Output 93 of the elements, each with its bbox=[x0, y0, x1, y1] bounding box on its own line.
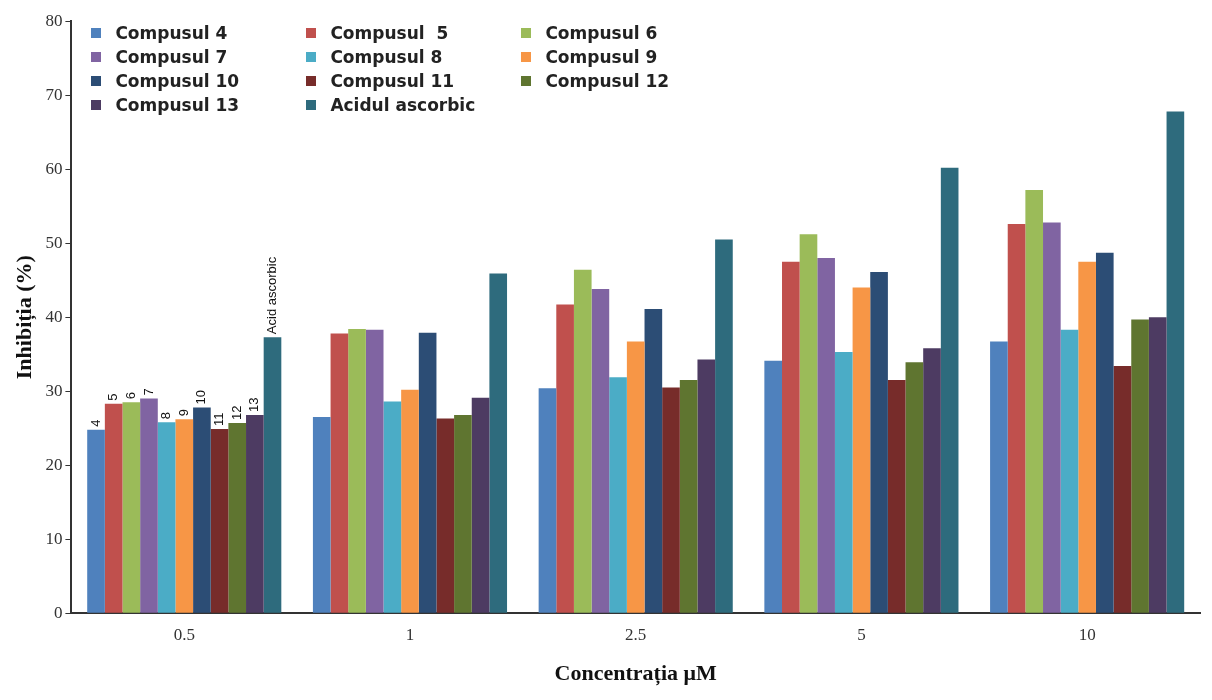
y-tick-label: 50 bbox=[45, 232, 63, 252]
bar bbox=[1095, 252, 1114, 613]
bar bbox=[87, 429, 105, 613]
bar bbox=[140, 398, 158, 613]
bar bbox=[1025, 189, 1044, 613]
bar bbox=[817, 258, 835, 613]
x-tick-label: 2.5 bbox=[625, 624, 647, 644]
bar bbox=[538, 388, 557, 613]
bar bbox=[365, 329, 384, 613]
bar bbox=[609, 377, 627, 613]
bar bbox=[1043, 222, 1061, 613]
bar bbox=[715, 239, 733, 613]
bar bbox=[330, 333, 349, 613]
bar bbox=[662, 387, 680, 613]
bar bbox=[940, 167, 959, 613]
bar bbox=[556, 304, 574, 613]
annotation: 7 bbox=[140, 388, 156, 396]
bar bbox=[626, 341, 645, 613]
legend-label: Compusul 10 bbox=[115, 71, 240, 92]
legend-label: Compusul 6 bbox=[545, 23, 658, 44]
y-tick-label: 80 bbox=[45, 10, 63, 30]
legend-label: Compusul 11 bbox=[330, 71, 455, 92]
bar bbox=[383, 401, 402, 613]
bar bbox=[782, 261, 800, 613]
bar bbox=[418, 332, 437, 613]
annotation: 5 bbox=[105, 393, 121, 401]
x-tick-label: 5 bbox=[857, 624, 866, 644]
bar bbox=[1007, 223, 1026, 613]
bar bbox=[887, 380, 906, 613]
legend-label: Compusul 4 bbox=[115, 23, 228, 44]
bar bbox=[436, 418, 455, 613]
bar bbox=[263, 337, 282, 613]
bar bbox=[1131, 319, 1149, 613]
legend-label: Compusul 8 bbox=[330, 47, 443, 68]
annotation: 11 bbox=[211, 412, 227, 426]
bar bbox=[1148, 317, 1167, 613]
bar bbox=[923, 348, 941, 613]
bar bbox=[193, 407, 211, 613]
legend-label: Acidul ascorbic bbox=[330, 95, 476, 116]
bar bbox=[799, 234, 818, 613]
bar bbox=[870, 272, 888, 613]
bar bbox=[104, 403, 123, 613]
bar bbox=[764, 360, 783, 613]
bar bbox=[454, 414, 472, 613]
bar bbox=[401, 389, 419, 613]
x-tick-label: 1 bbox=[405, 624, 415, 644]
annotation: Acid ascorbic bbox=[264, 256, 280, 335]
y-tick-label: 0 bbox=[53, 602, 63, 622]
legend-label: Compusul 7 bbox=[115, 47, 228, 68]
bar bbox=[1113, 366, 1132, 613]
bar bbox=[591, 289, 610, 613]
bar bbox=[157, 422, 176, 613]
bar bbox=[489, 273, 508, 613]
y-tick-label: 60 bbox=[45, 158, 63, 178]
bar bbox=[1166, 111, 1185, 613]
annotation: 10 bbox=[193, 390, 209, 405]
y-tick-label: 40 bbox=[45, 306, 63, 326]
bar bbox=[312, 417, 331, 613]
annotation: 12 bbox=[228, 405, 244, 421]
annotation: 6 bbox=[122, 392, 138, 400]
y-tick-label: 20 bbox=[45, 454, 63, 474]
bar bbox=[471, 397, 490, 613]
bar bbox=[644, 309, 663, 613]
legend-label: Compusul 12 bbox=[545, 71, 670, 92]
y-tick-label: 10 bbox=[45, 528, 63, 548]
bar bbox=[905, 362, 924, 613]
y-axis-title: Inhibiția (%) bbox=[10, 255, 37, 380]
legend-label: Compusul 13 bbox=[115, 95, 240, 116]
bar bbox=[246, 414, 264, 613]
bar bbox=[679, 380, 698, 613]
annotation: 8 bbox=[158, 412, 174, 420]
bar bbox=[1078, 261, 1096, 613]
annotation: 13 bbox=[246, 397, 262, 412]
bar bbox=[228, 423, 247, 613]
legend-label: Compusul 9 bbox=[545, 47, 658, 68]
x-axis-title: Concentrația μM bbox=[554, 660, 718, 687]
bar bbox=[348, 329, 366, 613]
bar bbox=[573, 269, 592, 613]
bar bbox=[122, 402, 141, 613]
x-tick-label: 10 bbox=[1078, 624, 1096, 644]
bar bbox=[697, 359, 716, 613]
bar bbox=[990, 341, 1008, 613]
annotation: 9 bbox=[175, 409, 191, 417]
bar bbox=[1060, 329, 1079, 613]
legend-label: Compusul 5 bbox=[330, 23, 449, 44]
bar bbox=[834, 351, 853, 613]
y-tick-label: 70 bbox=[45, 84, 63, 104]
annotation: 4 bbox=[87, 419, 103, 427]
bar bbox=[210, 428, 229, 613]
bar bbox=[852, 287, 871, 613]
bar bbox=[175, 419, 194, 613]
y-tick-label: 30 bbox=[45, 380, 63, 400]
x-tick-label: 0.5 bbox=[173, 624, 195, 644]
